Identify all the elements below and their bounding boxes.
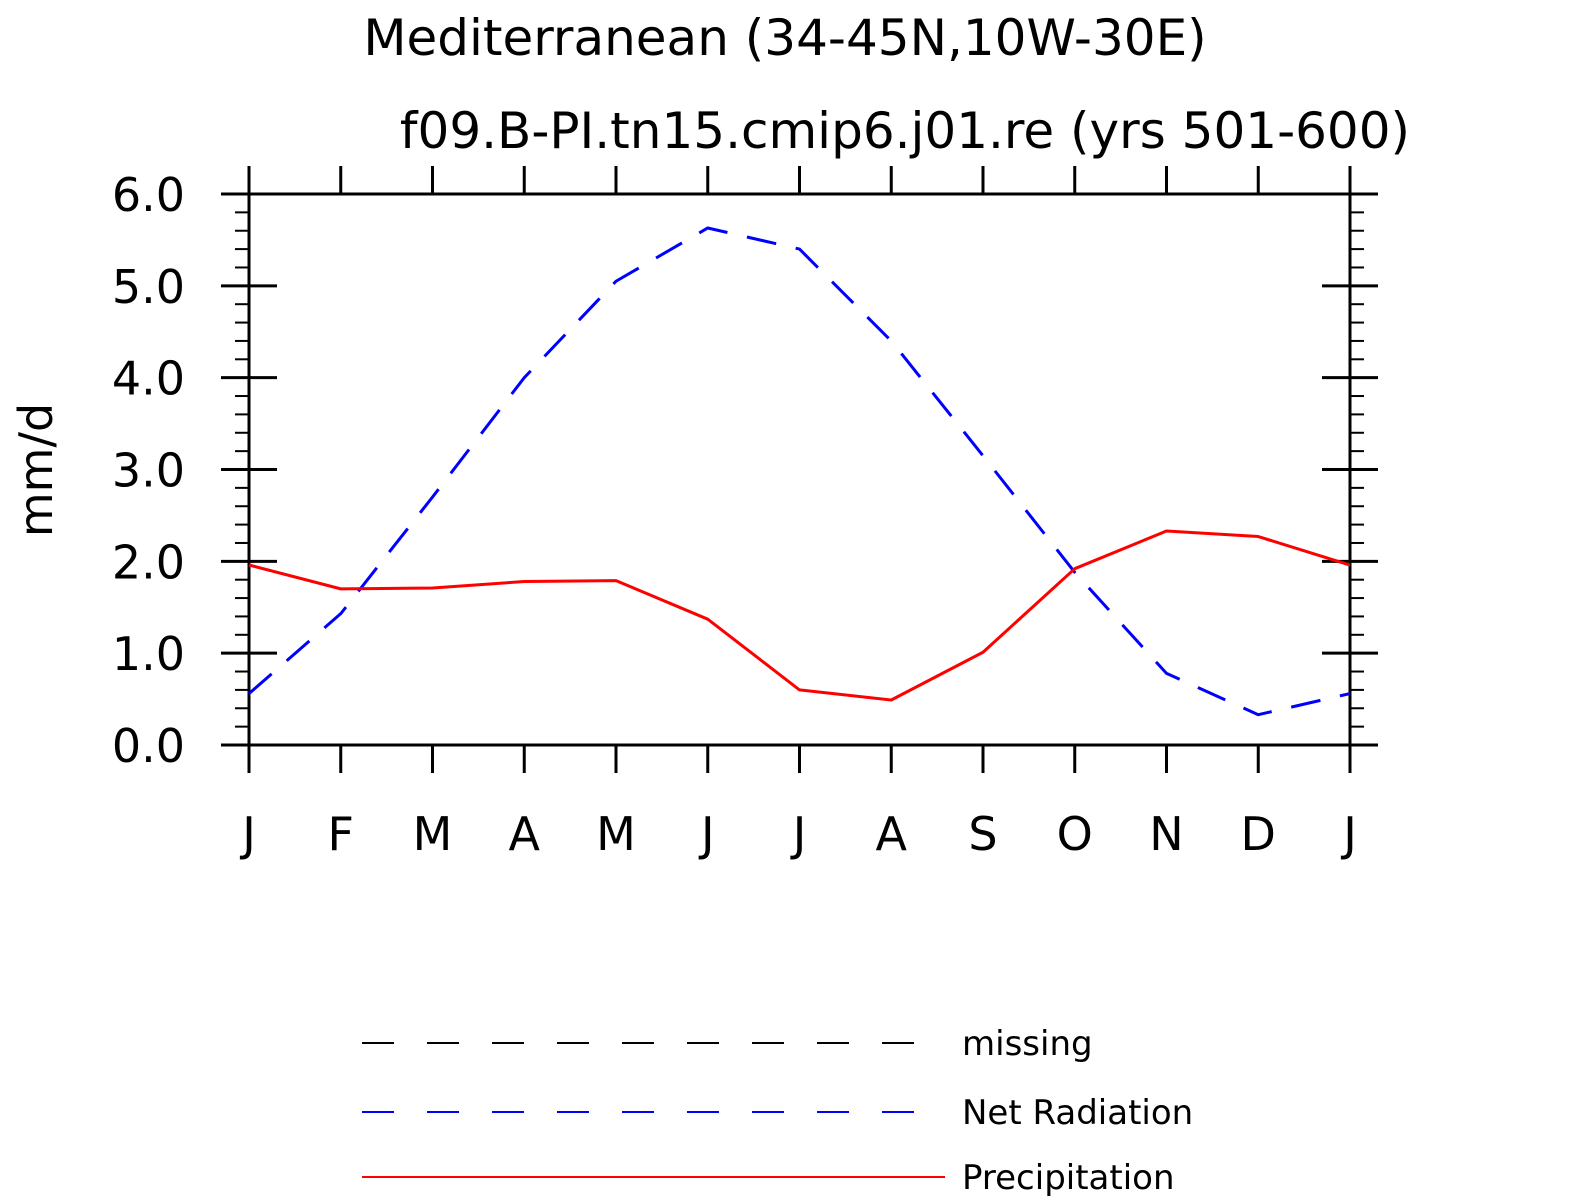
x-tick-label: A [509, 807, 541, 861]
x-tick-label: S [968, 807, 997, 861]
tick-labels: J F M A M J J A S O N D J 0.0 1.0 2.0 3.0 4.0 5.0 6.0 [112, 168, 1357, 861]
y-tick-label: 1.0 [112, 627, 185, 681]
x-tick-label: F [328, 807, 354, 861]
x-tick-label: J [790, 807, 807, 861]
y-tick-label: 6.0 [112, 168, 185, 222]
y-tick-label: 2.0 [112, 535, 185, 589]
axis-ticks [221, 166, 1378, 773]
x-tick-label: J [1340, 807, 1357, 861]
plot-frame [247, 192, 1352, 747]
series-line-precipitation [248, 529, 1351, 702]
x-tick-label: N [1149, 807, 1183, 861]
x-tick-label: M [413, 807, 453, 861]
y-tick-label: 4.0 [112, 352, 185, 406]
legend-label: Precipitation [962, 1158, 1175, 1198]
series-lines [248, 226, 1351, 717]
y-tick-label: 3.0 [112, 444, 185, 498]
x-tick-label: D [1241, 807, 1276, 861]
legend: missing Net Radiation Precipitation [362, 1024, 1193, 1198]
series-line-net-radiation [248, 226, 1351, 717]
legend-label: Net Radiation [962, 1093, 1193, 1133]
legend-label: missing [962, 1024, 1093, 1064]
x-tick-label: O [1057, 807, 1093, 861]
x-tick-label: J [698, 807, 715, 861]
chart-subtitle: f09.B-PI.tn15.cmip6.j01.re (yrs 501-600) [400, 102, 1410, 160]
y-tick-label: 5.0 [112, 260, 185, 314]
chart-title: Mediterranean (34-45N,10W-30E) [363, 9, 1206, 67]
y-tick-label: 0.0 [112, 719, 185, 773]
x-tick-label: M [596, 807, 636, 861]
x-tick-label: A [876, 807, 908, 861]
y-axis-label: mm/d [9, 403, 63, 537]
x-tick-label: J [239, 807, 256, 861]
